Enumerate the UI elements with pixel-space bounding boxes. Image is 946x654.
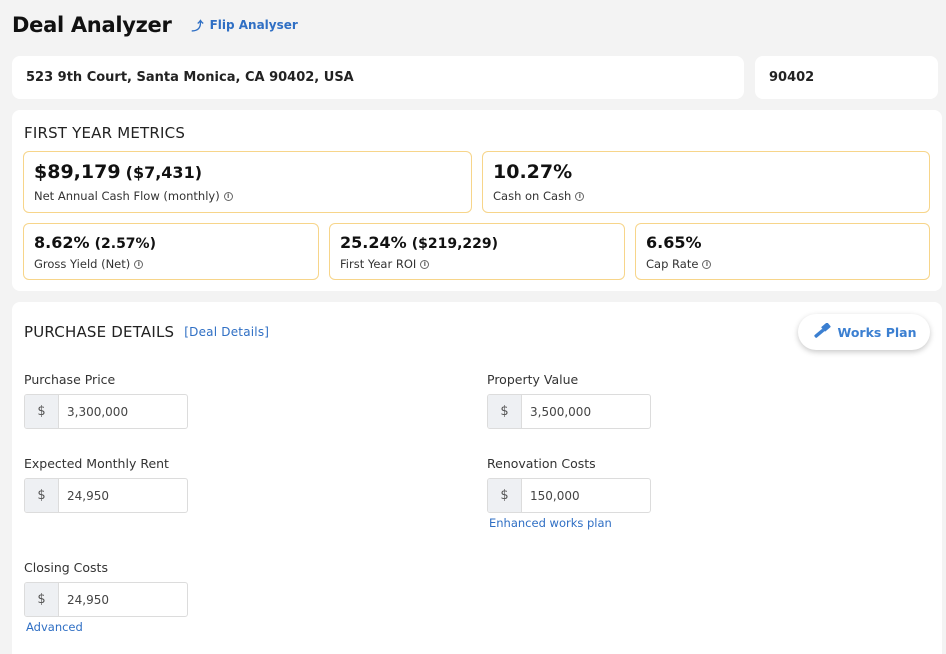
renovation-costs-value[interactable]: 150,000: [530, 488, 580, 503]
first-year-roi-card: 25.24% ($219,229) First Year ROI i: [329, 223, 625, 280]
currency-prefix: $: [25, 583, 59, 616]
first-year-metrics-panel: FIRST YEAR METRICS $89,179 ($7,431) Net …: [12, 110, 942, 291]
flip-analyser-link[interactable]: ⤴ Flip Analyser: [192, 17, 298, 34]
works-plan-button[interactable]: Works Plan: [798, 314, 930, 350]
renovation-costs-label: Renovation Costs: [487, 456, 596, 471]
purchase-price-label: Purchase Price: [24, 372, 116, 387]
currency-prefix: $: [488, 395, 522, 428]
advanced-link[interactable]: Advanced: [26, 620, 83, 634]
zip-field[interactable]: 90402: [755, 56, 938, 99]
roi-label: First Year ROI: [340, 257, 417, 271]
property-value-value[interactable]: 3,500,000: [530, 404, 592, 419]
monthly-rent-value[interactable]: 24,950: [67, 488, 109, 503]
cash-flow-label: Net Annual Cash Flow (monthly): [34, 189, 220, 203]
currency-prefix: $: [25, 395, 59, 428]
property-value-label: Property Value: [487, 372, 579, 387]
closing-costs-value[interactable]: 24,950: [67, 592, 109, 607]
cap-rate-value: 6.65%: [646, 233, 702, 252]
roi-value: 25.24%: [340, 233, 407, 252]
cap-rate-card: 6.65% Cap Rate i: [635, 223, 930, 280]
monthly-rent-input[interactable]: $ 24,950: [24, 478, 188, 513]
currency-prefix: $: [488, 479, 522, 512]
flip-analyser-label: Flip Analyser: [209, 18, 298, 32]
gross-yield-card: 8.62% (2.57%) Gross Yield (Net) i: [23, 223, 319, 280]
hammer-icon: [813, 323, 831, 338]
page-title: Deal Analyzer: [12, 13, 172, 37]
page-header: Deal Analyzer ⤴ Flip Analyser: [12, 13, 298, 37]
cash-flow-card: $89,179 ($7,431) Net Annual Cash Flow (m…: [23, 151, 472, 213]
arrow-up-turn-icon: ⤴: [191, 18, 204, 33]
cash-flow-value: $89,179: [34, 161, 121, 183]
property-value-input[interactable]: $ 3,500,000: [487, 394, 651, 429]
info-icon[interactable]: i: [420, 259, 430, 269]
closing-costs-input[interactable]: $ 24,950: [24, 582, 188, 617]
info-icon[interactable]: i: [702, 259, 712, 269]
info-icon[interactable]: i: [575, 191, 585, 201]
cap-rate-label: Cap Rate: [646, 257, 699, 271]
deal-details-link[interactable]: [Deal Details]: [184, 325, 270, 339]
purchase-price-input[interactable]: $ 3,300,000: [24, 394, 188, 429]
closing-costs-label: Closing Costs: [24, 560, 108, 575]
renovation-costs-input[interactable]: $ 150,000: [487, 478, 651, 513]
purchase-details-panel: PURCHASE DETAILS [Deal Details] Works Pl…: [12, 302, 942, 654]
works-plan-label: Works Plan: [837, 324, 917, 340]
cash-on-cash-card: 10.27% Cash on Cash i: [482, 151, 930, 213]
address-field[interactable]: 523 9th Court, Santa Monica, CA 90402, U…: [12, 56, 744, 99]
info-icon[interactable]: i: [223, 191, 233, 201]
metrics-title: FIRST YEAR METRICS: [24, 124, 186, 142]
roi-amount: ($219,229): [411, 236, 499, 252]
cash-flow-monthly: ($7,431): [125, 163, 203, 182]
info-icon[interactable]: i: [134, 259, 144, 269]
cash-on-cash-label: Cash on Cash: [493, 189, 572, 203]
cash-on-cash-value: 10.27%: [493, 161, 573, 183]
purchase-header: PURCHASE DETAILS [Deal Details]: [24, 323, 269, 341]
monthly-rent-label: Expected Monthly Rent: [24, 456, 169, 471]
gross-yield-net: (2.57%): [94, 236, 156, 252]
gross-yield-label: Gross Yield (Net): [34, 257, 131, 271]
gross-yield-value: 8.62%: [34, 233, 90, 252]
currency-prefix: $: [25, 479, 59, 512]
purchase-title: PURCHASE DETAILS: [24, 323, 175, 341]
enhanced-works-plan-link[interactable]: Enhanced works plan: [489, 516, 612, 530]
purchase-price-value[interactable]: 3,300,000: [67, 404, 129, 419]
